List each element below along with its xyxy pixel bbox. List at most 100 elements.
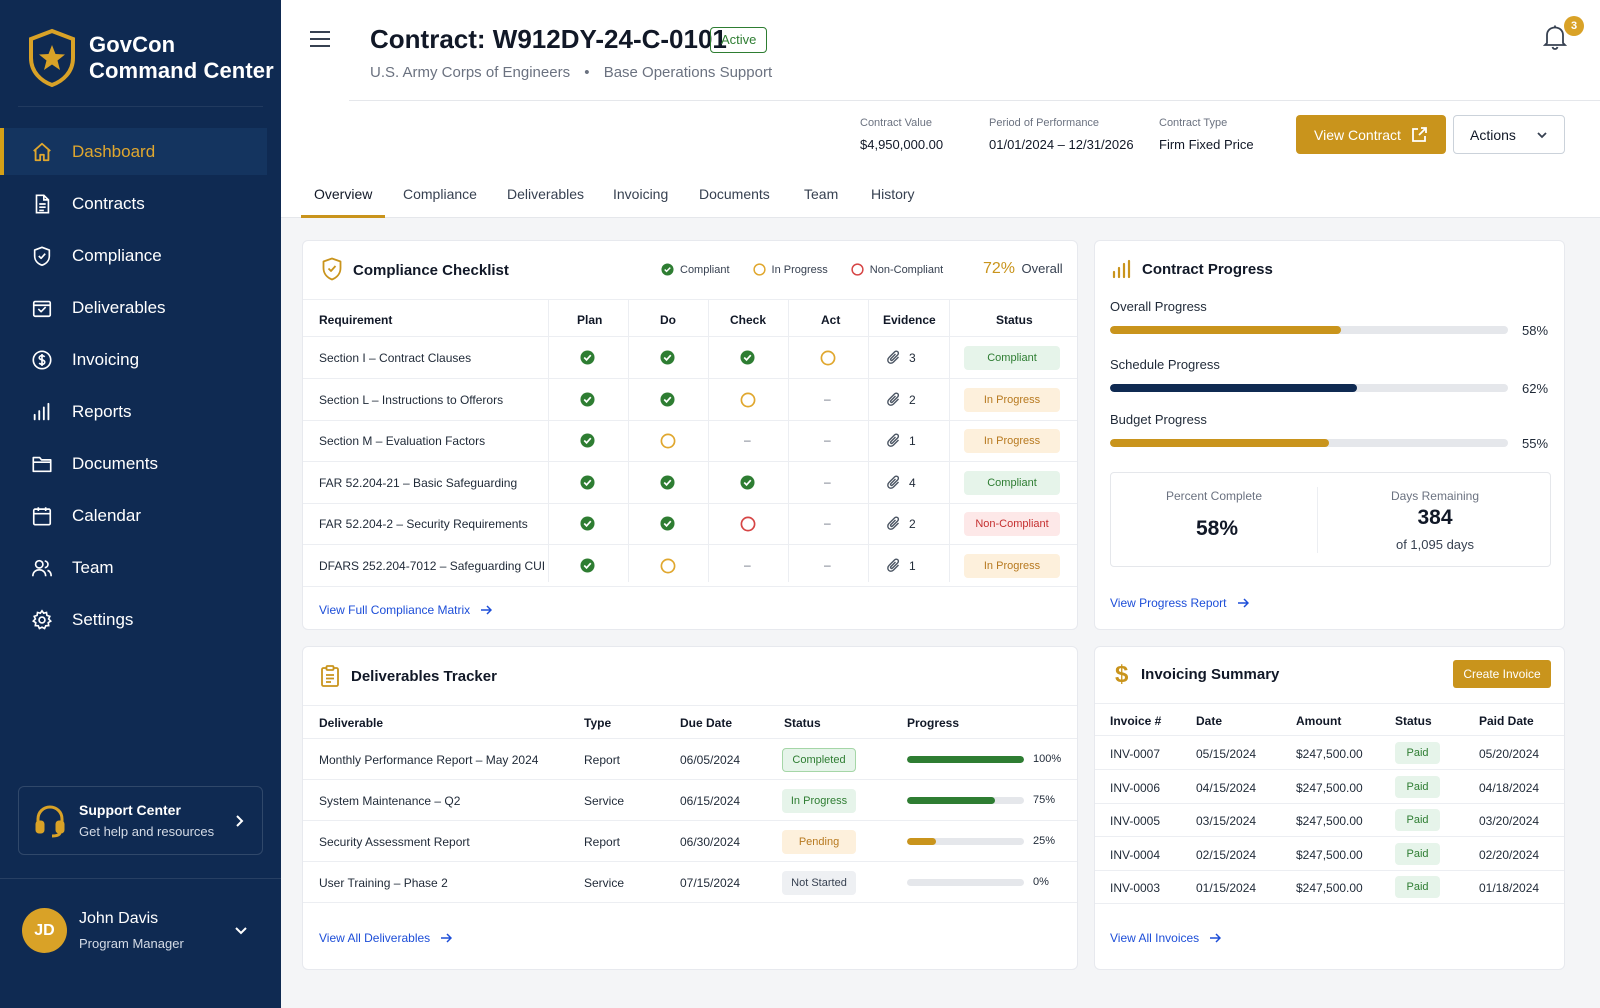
table-row[interactable]: INV-0003 01/15/2024 $247,500.00 Paid 01/18/2… (1095, 870, 1564, 904)
table-row: DFARS 252.204-7012 – Safeguarding CUI – – 1… (303, 545, 1077, 587)
contract-progress-card: Contract Progress Overall Progress 58% Sch… (1094, 240, 1565, 630)
overall-compliance: 72% Overall (983, 260, 1063, 278)
tab-deliverables[interactable]: Deliverables (507, 186, 585, 202)
divider (949, 299, 950, 582)
sidebar-item-label: Calendar (72, 505, 141, 525)
column-header: Evidence (883, 313, 936, 327)
notifications-button[interactable] (1543, 24, 1567, 50)
invoice-amount: $247,500.00 (1296, 847, 1363, 862)
divider (548, 299, 549, 582)
progress-percent: 25% (1033, 835, 1056, 847)
divider (1095, 869, 1564, 871)
notification-count-badge: 3 (1564, 16, 1584, 36)
divider (303, 779, 1077, 780)
column-header: Status (784, 716, 821, 730)
meta-value: Firm Fixed Price (1159, 137, 1254, 152)
status-badge: Completed (782, 748, 856, 772)
view-contract-button[interactable]: View Contract (1296, 115, 1446, 154)
sidebar-item-dashboard[interactable]: Dashboard (0, 128, 267, 175)
legend-non-compliant: Non-Compliant (869, 263, 944, 276)
agency-name: U.S. Army Corps of Engineers (370, 64, 571, 81)
tab-overview[interactable]: Overview (314, 186, 373, 202)
table-row[interactable]: INV-0007 05/15/2024 $247,500.00 Paid 05/20/2… (1095, 736, 1564, 770)
progress-percent: 62% (1522, 381, 1549, 396)
bar-chart-icon (1111, 259, 1133, 279)
table-row[interactable]: INV-0006 04/15/2024 $247,500.00 Paid 04/18/2… (1095, 770, 1564, 804)
column-header: Paid Date (1479, 714, 1534, 728)
table-row: Section L – Instructions to Offerors – 2 In… (303, 379, 1077, 421)
sidebar-item-team[interactable]: Team (0, 544, 281, 591)
view-compliance-matrix-link[interactable]: View Full Compliance Matrix (319, 603, 493, 617)
divider (303, 585, 1077, 587)
headset-icon (35, 804, 65, 838)
divider (1095, 769, 1564, 770)
actions-dropdown[interactable]: Actions (1453, 115, 1565, 154)
invoice-number: INV-0005 (1110, 814, 1161, 828)
users-icon (30, 556, 54, 580)
status-badge: In Progress (782, 789, 856, 813)
tab-invoicing[interactable]: Invoicing (613, 186, 669, 202)
support-center-card[interactable]: Support Center Get help and resources (18, 786, 263, 855)
menu-toggle-button[interactable] (309, 30, 331, 48)
card-title: Invoicing Summary (1141, 666, 1280, 683)
link-label: View All Deliverables (319, 931, 431, 945)
tab-documents[interactable]: Documents (699, 186, 770, 202)
deliverable-name: Security Assessment Report (319, 835, 470, 849)
fail-circle-icon (740, 516, 756, 532)
sidebar-item-label: Compliance (72, 245, 162, 265)
table-row[interactable]: INV-0005 03/15/2024 $247,500.00 Paid 03/20/2… (1095, 803, 1564, 837)
table-row: FAR 52.204-2 – Security Requirements – 2 No… (303, 503, 1077, 545)
status-badge: Paid (1395, 775, 1440, 798)
progress-percent: 75% (1033, 794, 1056, 806)
meta-label: Period of Performance (989, 117, 1100, 129)
meta-value: $4,950,000.00 (860, 137, 944, 152)
column-header: Due Date (680, 716, 733, 730)
progress-circle-icon (660, 433, 676, 449)
column-header: Act (821, 313, 841, 327)
divider (303, 419, 1077, 421)
card-title: Compliance Checklist (353, 262, 509, 279)
table-row[interactable]: INV-0004 02/15/2024 $247,500.00 Paid 02/20/2… (1095, 837, 1564, 871)
tab-team[interactable]: Team (804, 186, 839, 202)
tab-history[interactable]: History (871, 186, 915, 202)
due-date: 06/15/2024 (680, 794, 741, 808)
view-progress-report-link[interactable]: View Progress Report (1110, 596, 1249, 610)
tab-compliance[interactable]: Compliance (403, 186, 477, 202)
days-remaining-value: 384 (1417, 506, 1453, 529)
status-badge: Paid (1395, 809, 1440, 831)
sidebar-item-settings[interactable]: Settings (0, 596, 281, 643)
paid-date: 04/18/2024 (1479, 780, 1540, 795)
sidebar-item-invoicing[interactable]: Invoicing (0, 336, 281, 383)
active-tab-indicator (301, 215, 385, 218)
view-all-deliverables-link[interactable]: View All Deliverables (319, 931, 453, 945)
sidebar-item-deliverables[interactable]: Deliverables (0, 284, 281, 331)
sidebar-item-calendar[interactable]: Calendar (0, 492, 281, 539)
table-row: Monthly Performance Report – May 2024 Rep… (303, 739, 1077, 780)
gear-icon (30, 608, 54, 632)
empty-step: – (744, 433, 751, 447)
create-invoice-button[interactable]: Create Invoice (1453, 660, 1551, 688)
brand[interactable]: GovCon Command Center (27, 28, 274, 88)
empty-step: – (824, 557, 831, 572)
deliverable-type: Service (584, 876, 625, 890)
invoice-date: 04/15/2024 (1196, 780, 1257, 795)
user-menu[interactable]: JD John Davis Program Manager (22, 908, 262, 953)
separator: • (584, 64, 590, 81)
paid-date: 05/20/2024 (1479, 747, 1540, 761)
status-badge: Paid (1395, 876, 1440, 898)
sidebar-item-label: Contracts (72, 193, 145, 213)
sidebar-item-documents[interactable]: Documents (0, 440, 281, 487)
check-circle-icon (580, 433, 595, 448)
link-label: View All Invoices (1110, 931, 1200, 945)
sidebar-item-compliance[interactable]: Compliance (0, 232, 281, 279)
progress-circle-icon (752, 263, 766, 276)
check-circle-icon (660, 350, 675, 365)
arrow-right-icon (480, 605, 493, 615)
progress-bar-fill (907, 756, 1024, 763)
sidebar-item-contracts[interactable]: Contracts (0, 180, 281, 227)
brand-name-line2: Command Center (89, 58, 274, 83)
column-header: Deliverable (319, 716, 384, 730)
sidebar-item-reports[interactable]: Reports (0, 388, 281, 435)
progress-percent: 100% (1033, 753, 1062, 765)
view-all-invoices-link[interactable]: View All Invoices (1110, 931, 1222, 945)
